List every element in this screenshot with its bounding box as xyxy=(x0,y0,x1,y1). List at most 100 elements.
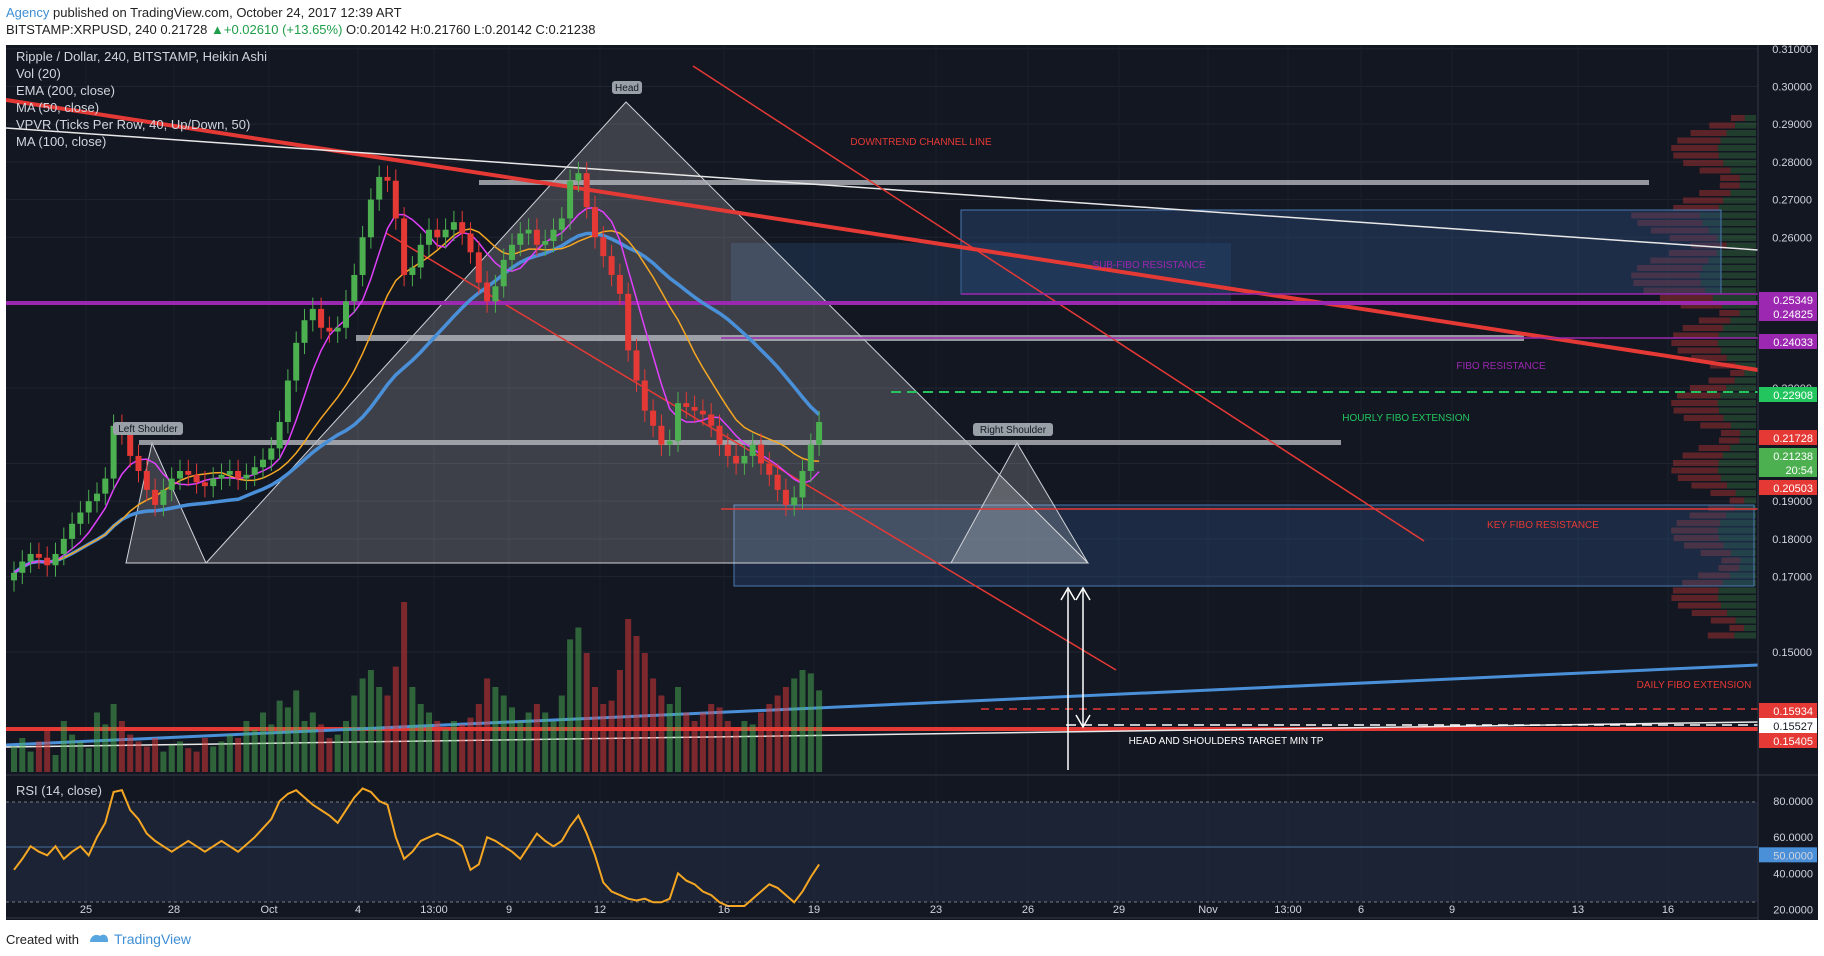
vpvr-bar-down xyxy=(1710,490,1736,496)
volume-bar xyxy=(127,734,134,772)
vpvr-bar-up xyxy=(1708,257,1756,264)
volume-bar xyxy=(201,738,208,772)
candle-body xyxy=(509,244,515,260)
vpvr-bar-up xyxy=(1717,145,1756,151)
vpvr-bar-down xyxy=(1671,400,1718,406)
vpvr-bar-down xyxy=(1673,535,1719,541)
volume-bars xyxy=(11,602,823,772)
candle-body xyxy=(60,538,67,554)
legend-rsi[interactable]: RSI (14, close) xyxy=(16,783,102,798)
candle-body xyxy=(135,455,142,472)
candle-body xyxy=(152,489,159,505)
vpvr-bar-up xyxy=(1712,295,1756,301)
left-shoulder-label-group: Left Shoulder xyxy=(113,422,183,435)
hourly-label: HOURLY FIBO EXTENSION xyxy=(1342,413,1469,424)
candle-body xyxy=(691,406,698,411)
candle-body xyxy=(417,244,424,268)
volume-bar xyxy=(60,721,67,772)
volume-bar xyxy=(69,734,76,772)
volume-bar xyxy=(392,666,399,772)
major-downtrend-line xyxy=(6,98,1759,372)
vpvr-bar-up xyxy=(1723,542,1756,549)
candle-body xyxy=(401,218,408,275)
chart-area[interactable]: Head Left Shoulder Right Shoulder DOWNTR… xyxy=(6,45,1818,920)
volume-bar xyxy=(102,724,109,772)
price-tick-label: 0.30000 xyxy=(1772,81,1812,93)
legend-ema[interactable]: EMA (200, close) xyxy=(16,83,115,98)
vpvr-bar-down xyxy=(1683,542,1724,549)
vpvr-bar-down xyxy=(1668,250,1717,256)
time-tick-label: 13 xyxy=(1572,904,1584,916)
vpvr-bar-down xyxy=(1671,527,1718,534)
vpvr-bar-down xyxy=(1673,205,1719,211)
volume-bar xyxy=(683,712,690,772)
candle-body xyxy=(724,444,731,456)
vpvr-bar-down xyxy=(1680,302,1723,309)
vpvr-bar-down xyxy=(1659,295,1713,301)
volume-bar xyxy=(177,741,183,772)
publisher-link[interactable]: Agency xyxy=(6,5,50,20)
vpvr-bar-down xyxy=(1719,182,1740,189)
candle-body xyxy=(708,414,715,426)
sub-fibo-label: SUB-FIBO RESISTANCE xyxy=(1092,260,1205,271)
legend-ma50[interactable]: MA (50, close) xyxy=(16,100,100,115)
ma-100-line xyxy=(13,228,820,574)
time-axis: 25 28 Oct 4 13:00 9 12 16 19 23 26 29 Nov 13:00 6 9 13 16 xyxy=(6,904,1758,919)
time-tick-label: 12 xyxy=(594,904,606,916)
vpvr-bar-up xyxy=(1739,437,1756,444)
chart-canvas[interactable]: Head Left Shoulder Right Shoulder DOWNTR… xyxy=(6,45,1818,920)
candle-body xyxy=(600,237,607,257)
candle-body xyxy=(766,463,773,475)
ohlc-low-label: L: xyxy=(474,22,485,37)
candle-body xyxy=(384,176,391,181)
legend-vpvr[interactable]: VPVR (Ticks Per Row, 40, Up/Down, 50) xyxy=(16,117,251,132)
candle-body xyxy=(201,482,208,487)
price-tick-label: 0.17000 xyxy=(1772,572,1812,584)
vpvr-bar-up xyxy=(1722,580,1756,586)
candle-body xyxy=(392,180,399,219)
vpvr-bar-up xyxy=(1739,175,1756,181)
price-marker-label: 0.21728 xyxy=(1773,433,1813,445)
ohlc-high-label: H: xyxy=(410,22,424,37)
vpvr-bar-up xyxy=(1720,520,1756,526)
vpvr-bar-up xyxy=(1718,587,1756,594)
tradingview-link[interactable]: TradingView xyxy=(114,931,192,947)
vpvr-bar-up xyxy=(1730,445,1756,451)
volume-bar xyxy=(484,678,491,772)
candle-body xyxy=(359,237,366,275)
volume-bar xyxy=(334,734,341,772)
target-arrow-up-right xyxy=(1075,586,1091,601)
candle-body xyxy=(334,327,341,332)
candle-body xyxy=(94,493,100,502)
candle-body xyxy=(351,274,358,302)
vpvr-bar-up xyxy=(1705,287,1756,294)
volume-bar xyxy=(525,712,532,772)
volume-bar xyxy=(633,636,640,772)
price-axis-bg xyxy=(1758,45,1818,775)
vpvr-bar-up xyxy=(1720,602,1756,609)
candle-body xyxy=(542,241,549,245)
volume-bar xyxy=(160,751,167,772)
legend-vol[interactable]: Vol (20) xyxy=(16,66,61,81)
vpvr-bar-up xyxy=(1734,505,1756,511)
vpvr-bar-up xyxy=(1720,475,1756,481)
vpvr-bar-up xyxy=(1699,272,1756,279)
vpvr-bar-up xyxy=(1730,167,1756,174)
volume-bar xyxy=(351,695,358,772)
price-tick-label: 0.29000 xyxy=(1772,119,1812,131)
legend-title[interactable]: Ripple / Dollar, 240, BITSTAMP, Heikin A… xyxy=(16,49,267,64)
legend-ma100[interactable]: MA (100, close) xyxy=(16,134,107,149)
candles xyxy=(11,161,823,592)
volume-bar xyxy=(367,670,374,772)
ohlc-open: 0.20142 xyxy=(359,22,407,37)
candle-body xyxy=(367,199,374,238)
volume-bar xyxy=(193,751,200,772)
price-marker-label: 0.25349 xyxy=(1773,295,1813,307)
ema-200-line xyxy=(13,231,821,575)
volume-bar xyxy=(318,724,325,772)
price-marker xyxy=(1759,448,1817,463)
price-marker xyxy=(1759,387,1817,402)
vpvr-bar-up xyxy=(1735,617,1756,624)
vpvr-bar-up xyxy=(1718,205,1756,211)
vpvr-bar-up xyxy=(1717,595,1756,601)
